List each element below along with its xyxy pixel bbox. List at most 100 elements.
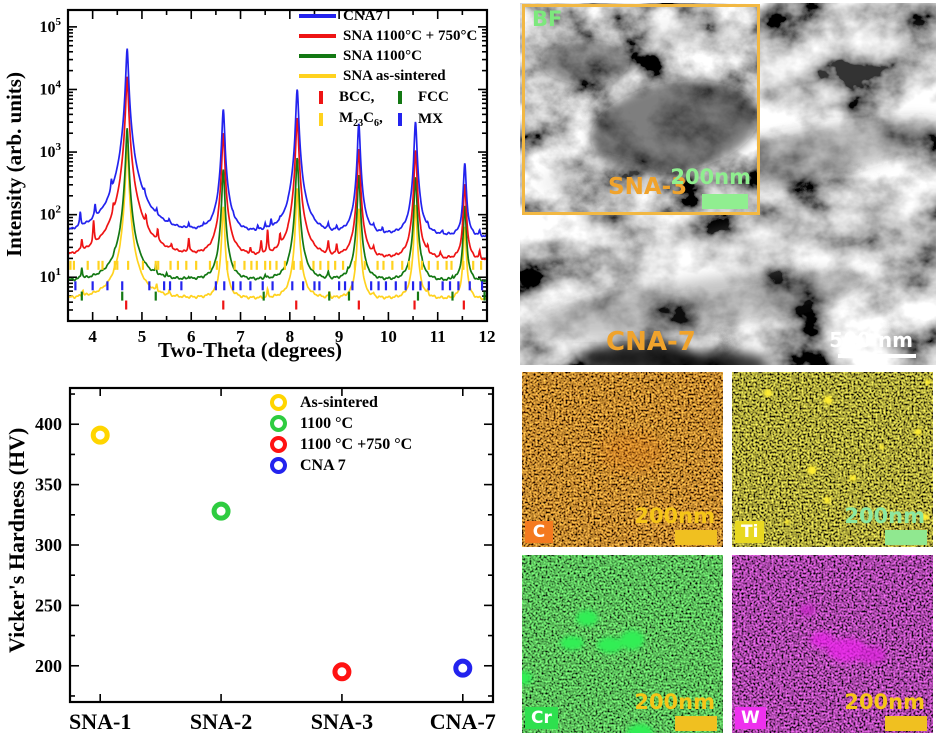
xrd-series-3 (67, 144, 488, 301)
xrd-plot: 4 5 6 7 8 9 10 11 12 101 102 103 104 105 (40, 8, 496, 346)
main-sample-label: CNA-7 (606, 327, 696, 357)
svg-text:102: 102 (40, 204, 62, 224)
ring-marker-swatch (270, 415, 287, 432)
xrd-x-tick-labels: 4 5 6 7 8 9 10 11 12 (88, 327, 495, 346)
scale-text: 200nm (844, 690, 925, 714)
main-scale-text: 500 nm (829, 328, 913, 352)
legend-line-swatch (299, 54, 336, 58)
legend-entry: SNA as-sintered (299, 66, 499, 86)
scale-bar (885, 716, 927, 731)
scale-text: 200nm (844, 504, 925, 528)
inset-sample-label: SNA-3 (608, 174, 688, 200)
svg-text:400: 400 (35, 414, 62, 434)
legend-label: SNA 1100°C + 750°C (343, 27, 478, 44)
hv-category-labels: SNA-1 SNA-2 SNA-3 CNA-7 (69, 709, 496, 734)
ring-marker-swatch (270, 394, 287, 411)
bright-field-tag: BF (532, 7, 563, 31)
xrd-plot-frame (66, 8, 489, 323)
eds-maps-grid: C 200nm Ti 200nm (522, 372, 933, 733)
legend-label: 1100 °C +750 °C (300, 435, 413, 453)
eds-map-titanium: Ti 200nm (732, 372, 933, 547)
scale-text: 200nm (634, 690, 715, 714)
hardness-plot: 200 250 300 350 400 SNA-1 SNA-2 SNA-3 CNA-7 (35, 386, 496, 734)
svg-text:12: 12 (479, 327, 496, 346)
mx-tick-swatch (398, 112, 402, 126)
legend-entry: 1100 °C (270, 413, 412, 434)
svg-text:300: 300 (35, 535, 62, 555)
scale-bar (675, 716, 717, 731)
svg-text:101: 101 (40, 266, 62, 286)
phase-markers-fcc (80, 291, 486, 301)
svg-text:10: 10 (380, 327, 397, 346)
hardness-legend: As-sintered 1100 °C 1100 °C +750 °C CNA … (270, 392, 412, 476)
hv-point-sna-3 (332, 662, 352, 682)
legend-label: FCC (418, 88, 449, 105)
legend-label: SNA 1100°C (343, 47, 422, 64)
eds-map-tungsten: W 200nm (732, 555, 933, 733)
svg-text:104: 104 (40, 78, 62, 98)
xrd-series-1 (67, 76, 488, 261)
scale-bar (675, 530, 717, 545)
hv-axis-ticks (70, 388, 493, 702)
legend-entry: SNA 1100°C + 750°C (299, 26, 499, 46)
svg-text:350: 350 (35, 475, 62, 495)
hardness-chart-panel: 200 250 300 350 400 SNA-1 SNA-2 SNA-3 CNA-7 Vick… (0, 370, 505, 738)
svg-text:250: 250 (35, 595, 62, 615)
phase-markers-bcc (125, 300, 465, 310)
legend-marker-row: BCC, FCC (299, 86, 499, 108)
xrd-series-2 (67, 128, 488, 283)
legend-entry: SNA 1100°C (299, 46, 499, 66)
eds-map-carbon: C 200nm (522, 372, 723, 547)
svg-text:6: 6 (187, 327, 196, 346)
fcc-tick-swatch (398, 90, 402, 104)
tem-micrograph-inset: BF SNA-3 200nm (522, 4, 760, 215)
inset-scale-bar (702, 194, 748, 209)
legend-label: As-sintered (300, 393, 378, 411)
tem-micrograph-main: BF SNA-3 200nm CNA-7 500 nm (520, 3, 936, 365)
hv-point-sna-2 (211, 501, 231, 521)
ring-marker-swatch (270, 436, 287, 453)
svg-text:5: 5 (138, 327, 147, 346)
svg-text:SNA-2: SNA-2 (190, 709, 252, 734)
xrd-series-0 (67, 48, 488, 238)
tem-inset-texture (525, 7, 757, 212)
svg-text:11: 11 (430, 327, 446, 346)
svg-text:7: 7 (236, 327, 245, 346)
legend-entry: CNA 7 (270, 455, 412, 476)
svg-text:SNA-1: SNA-1 (69, 709, 131, 734)
legend-label: CNA7 (343, 7, 383, 24)
bcc-tick-swatch (319, 90, 323, 104)
scale-bar (885, 530, 927, 545)
svg-text:4: 4 (88, 327, 97, 346)
element-label: Cr (525, 707, 558, 729)
legend-entry: As-sintered (270, 392, 412, 413)
eds-map-texture (522, 372, 723, 547)
phase-markers-m23c6 (69, 260, 483, 270)
element-label: Ti (735, 521, 765, 543)
inset-scale-text: 200nm (670, 165, 751, 189)
scale-text: 200nm (634, 504, 715, 528)
svg-text:103: 103 (40, 141, 62, 161)
ring-marker-swatch (270, 457, 287, 474)
legend-label: 1100 °C (300, 414, 354, 432)
svg-text:105: 105 (40, 16, 62, 36)
svg-text:SNA-3: SNA-3 (311, 709, 373, 734)
xrd-y-axis-title: Intensity (arb. units) (2, 72, 26, 258)
element-label: C (525, 521, 553, 543)
legend-label: BCC, (339, 88, 375, 105)
eds-map-texture (732, 555, 933, 733)
eds-map-texture (732, 372, 933, 547)
legend-line-swatch (299, 74, 336, 78)
svg-text:9: 9 (335, 327, 344, 346)
legend-label: SNA as-sintered (343, 67, 446, 84)
m23c6-tick-swatch (319, 112, 323, 126)
xrd-x-axis-title: Two-Theta (degrees) (157, 338, 343, 362)
hardness-y-axis-title: Vicker's Hardness (HV) (4, 427, 29, 653)
svg-text:CNA-7: CNA-7 (430, 709, 496, 734)
legend-marker-row: M23C6, MX (299, 108, 499, 130)
xrd-chart-panel: 4 5 6 7 8 9 10 11 12 101 102 103 104 105 Intensity (a… (0, 0, 505, 368)
hv-y-tick-labels: 200 250 300 350 400 (35, 414, 62, 676)
legend-line-swatch (299, 34, 336, 38)
legend-label: MX (418, 110, 443, 127)
